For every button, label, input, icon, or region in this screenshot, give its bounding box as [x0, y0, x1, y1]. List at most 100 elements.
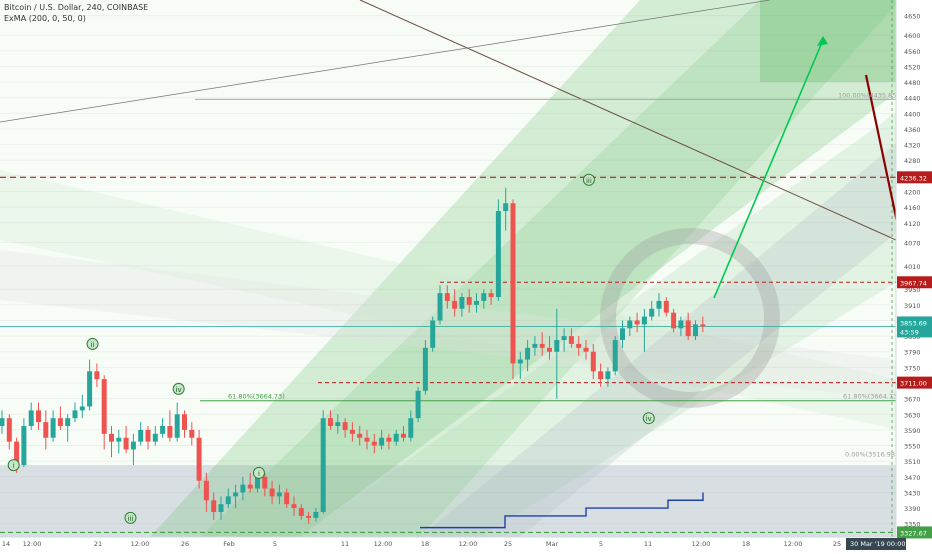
time-axis[interactable]: 14 12:00 21 12:00 26 Feb 5 11 12:00 18 12:00 25 Mar 5…: [0, 536, 906, 550]
candle-body: [685, 320, 691, 337]
candle-body: [211, 500, 217, 512]
candle-body: [466, 297, 472, 305]
candle-body: [138, 429, 144, 442]
candle-body: [495, 211, 501, 298]
price-tick-label: 3910: [904, 302, 921, 310]
candle-body: [0, 418, 5, 427]
price-tick-label: 4480: [904, 79, 921, 87]
candle-body: [612, 340, 618, 372]
candle-body: [422, 347, 428, 391]
price-badge: 43:59: [900, 328, 919, 336]
trend-line: [0, 0, 771, 123]
price-tick-label: 4360: [904, 126, 921, 134]
candle-body: [130, 441, 136, 450]
price-tick-label: 3630: [904, 411, 921, 419]
candle-body: [510, 203, 516, 364]
candle-body: [503, 203, 509, 212]
candle-body: [57, 418, 63, 427]
candle-body: [474, 300, 479, 305]
price-tick-label: 3670: [904, 396, 921, 404]
price-tick-label: 4200: [904, 189, 921, 197]
candle-body: [371, 441, 377, 446]
time-tick-label: 12:00: [692, 540, 711, 548]
candle-body: [6, 418, 12, 442]
candle-body: [14, 441, 20, 466]
wave-label: ii: [91, 341, 95, 349]
candle-body: [517, 359, 523, 364]
price-tick-label: 4600: [904, 32, 921, 40]
candle-body: [335, 422, 341, 427]
wave-marker: [7, 459, 20, 472]
candle-body: [291, 504, 297, 509]
candle-body: [28, 410, 34, 427]
time-tick-label: 11: [644, 540, 652, 548]
price-tick-label: 3510: [904, 458, 921, 466]
candle-body: [320, 418, 326, 512]
candle-body: [218, 504, 224, 512]
candle-body: [189, 429, 195, 438]
wave-label: i: [258, 470, 260, 478]
background-tint: [0, 0, 896, 465]
time-tick-label: 25: [833, 540, 841, 548]
wave-marker: [124, 511, 137, 524]
candle-body: [174, 414, 180, 438]
candle-body: [539, 343, 545, 348]
wave-marker: [86, 337, 99, 350]
price-tick-label: 3550: [904, 443, 921, 451]
candle-body: [444, 293, 450, 301]
wave-marker: [582, 173, 595, 186]
candle-body: [364, 437, 370, 442]
wave-marker: [172, 382, 185, 395]
channel-band: [420, 143, 896, 537]
price-badge: 4236.32: [900, 174, 927, 182]
candle-body: [525, 347, 531, 360]
candle-body: [247, 484, 253, 489]
candle-body: [605, 371, 611, 380]
time-tick-label: 21: [94, 540, 102, 548]
candle-body: [379, 437, 385, 446]
candle-body: [328, 418, 333, 427]
price-badge-background: [897, 171, 932, 184]
price-tick-label: 3950: [904, 286, 921, 294]
candle-body: [627, 320, 633, 329]
price-tick-label: 4160: [904, 204, 921, 212]
candle-body: [357, 433, 363, 438]
candle-body: [620, 328, 625, 341]
gann-fan-band: [150, 0, 896, 537]
indicator-label: ExMA (200, 0, 50, 0): [4, 14, 86, 23]
candle-body: [203, 480, 209, 501]
time-tick-label: 18: [742, 540, 750, 548]
candle-body: [349, 429, 355, 434]
time-tick-label: 5: [273, 540, 277, 548]
candle-body: [700, 324, 706, 327]
wave-label: iii: [586, 177, 592, 185]
price-badge: 3327.67: [900, 529, 927, 537]
candle-body: [269, 488, 275, 497]
candle-body: [554, 340, 560, 352]
candle-body: [160, 426, 166, 434]
time-tick-label: 12:00: [374, 540, 393, 548]
candle-body: [65, 418, 71, 427]
candle-body: [109, 433, 114, 442]
price-badge-background: [897, 526, 932, 539]
candle-body: [145, 429, 151, 442]
time-tick-label: Mar: [546, 540, 559, 548]
candlestick-series: [0, 187, 706, 524]
candle-body: [452, 300, 458, 309]
price-tick-label: 4440: [904, 95, 921, 103]
time-tick-label: 12:00: [459, 540, 478, 548]
candle-body: [313, 511, 319, 518]
candle-body: [430, 320, 436, 348]
price-tick-label: 3790: [904, 349, 921, 357]
price-tick-label: 3750: [904, 364, 921, 372]
price-axis[interactable]: 3350339034303470351035503590363036703710…: [895, 0, 932, 550]
candle-body: [276, 492, 282, 497]
candle-body: [576, 343, 582, 348]
candle-body: [415, 390, 421, 419]
time-tick-label: 26: [181, 540, 189, 548]
price-tick-label: 4070: [904, 239, 921, 247]
candle-body: [79, 406, 85, 411]
